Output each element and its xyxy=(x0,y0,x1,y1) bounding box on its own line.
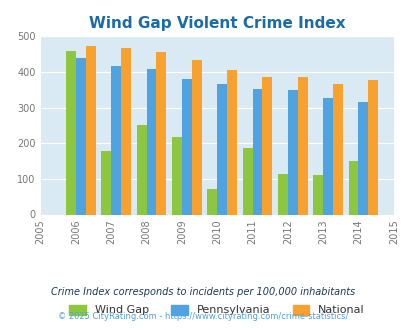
Bar xyxy=(146,69,156,214)
Bar xyxy=(76,58,85,214)
Bar xyxy=(297,77,307,215)
Text: Crime Index corresponds to incidents per 100,000 inhabitants: Crime Index corresponds to incidents per… xyxy=(51,287,354,297)
Bar xyxy=(313,175,322,215)
Bar xyxy=(66,50,76,214)
Legend: Wind Gap, Pennsylvania, National: Wind Gap, Pennsylvania, National xyxy=(65,300,369,320)
Text: © 2025 CityRating.com - https://www.cityrating.com/crime-statistics/: © 2025 CityRating.com - https://www.city… xyxy=(58,312,347,321)
Bar xyxy=(252,89,262,214)
Bar xyxy=(277,174,287,214)
Bar xyxy=(156,52,166,214)
Bar xyxy=(121,48,131,214)
Title: Wind Gap Violent Crime Index: Wind Gap Violent Crime Index xyxy=(89,16,345,31)
Bar xyxy=(85,46,96,214)
Bar xyxy=(136,125,146,214)
Bar xyxy=(111,66,121,214)
Bar xyxy=(322,98,332,214)
Bar xyxy=(367,81,377,214)
Bar xyxy=(287,90,297,214)
Bar xyxy=(191,60,201,214)
Bar xyxy=(207,189,217,214)
Bar xyxy=(332,84,342,214)
Bar xyxy=(242,148,252,214)
Bar xyxy=(262,77,272,215)
Bar xyxy=(348,161,358,214)
Bar xyxy=(226,70,237,214)
Bar xyxy=(217,84,226,214)
Bar xyxy=(101,151,111,214)
Bar xyxy=(172,137,181,214)
Bar xyxy=(358,102,367,214)
Bar xyxy=(181,80,191,214)
